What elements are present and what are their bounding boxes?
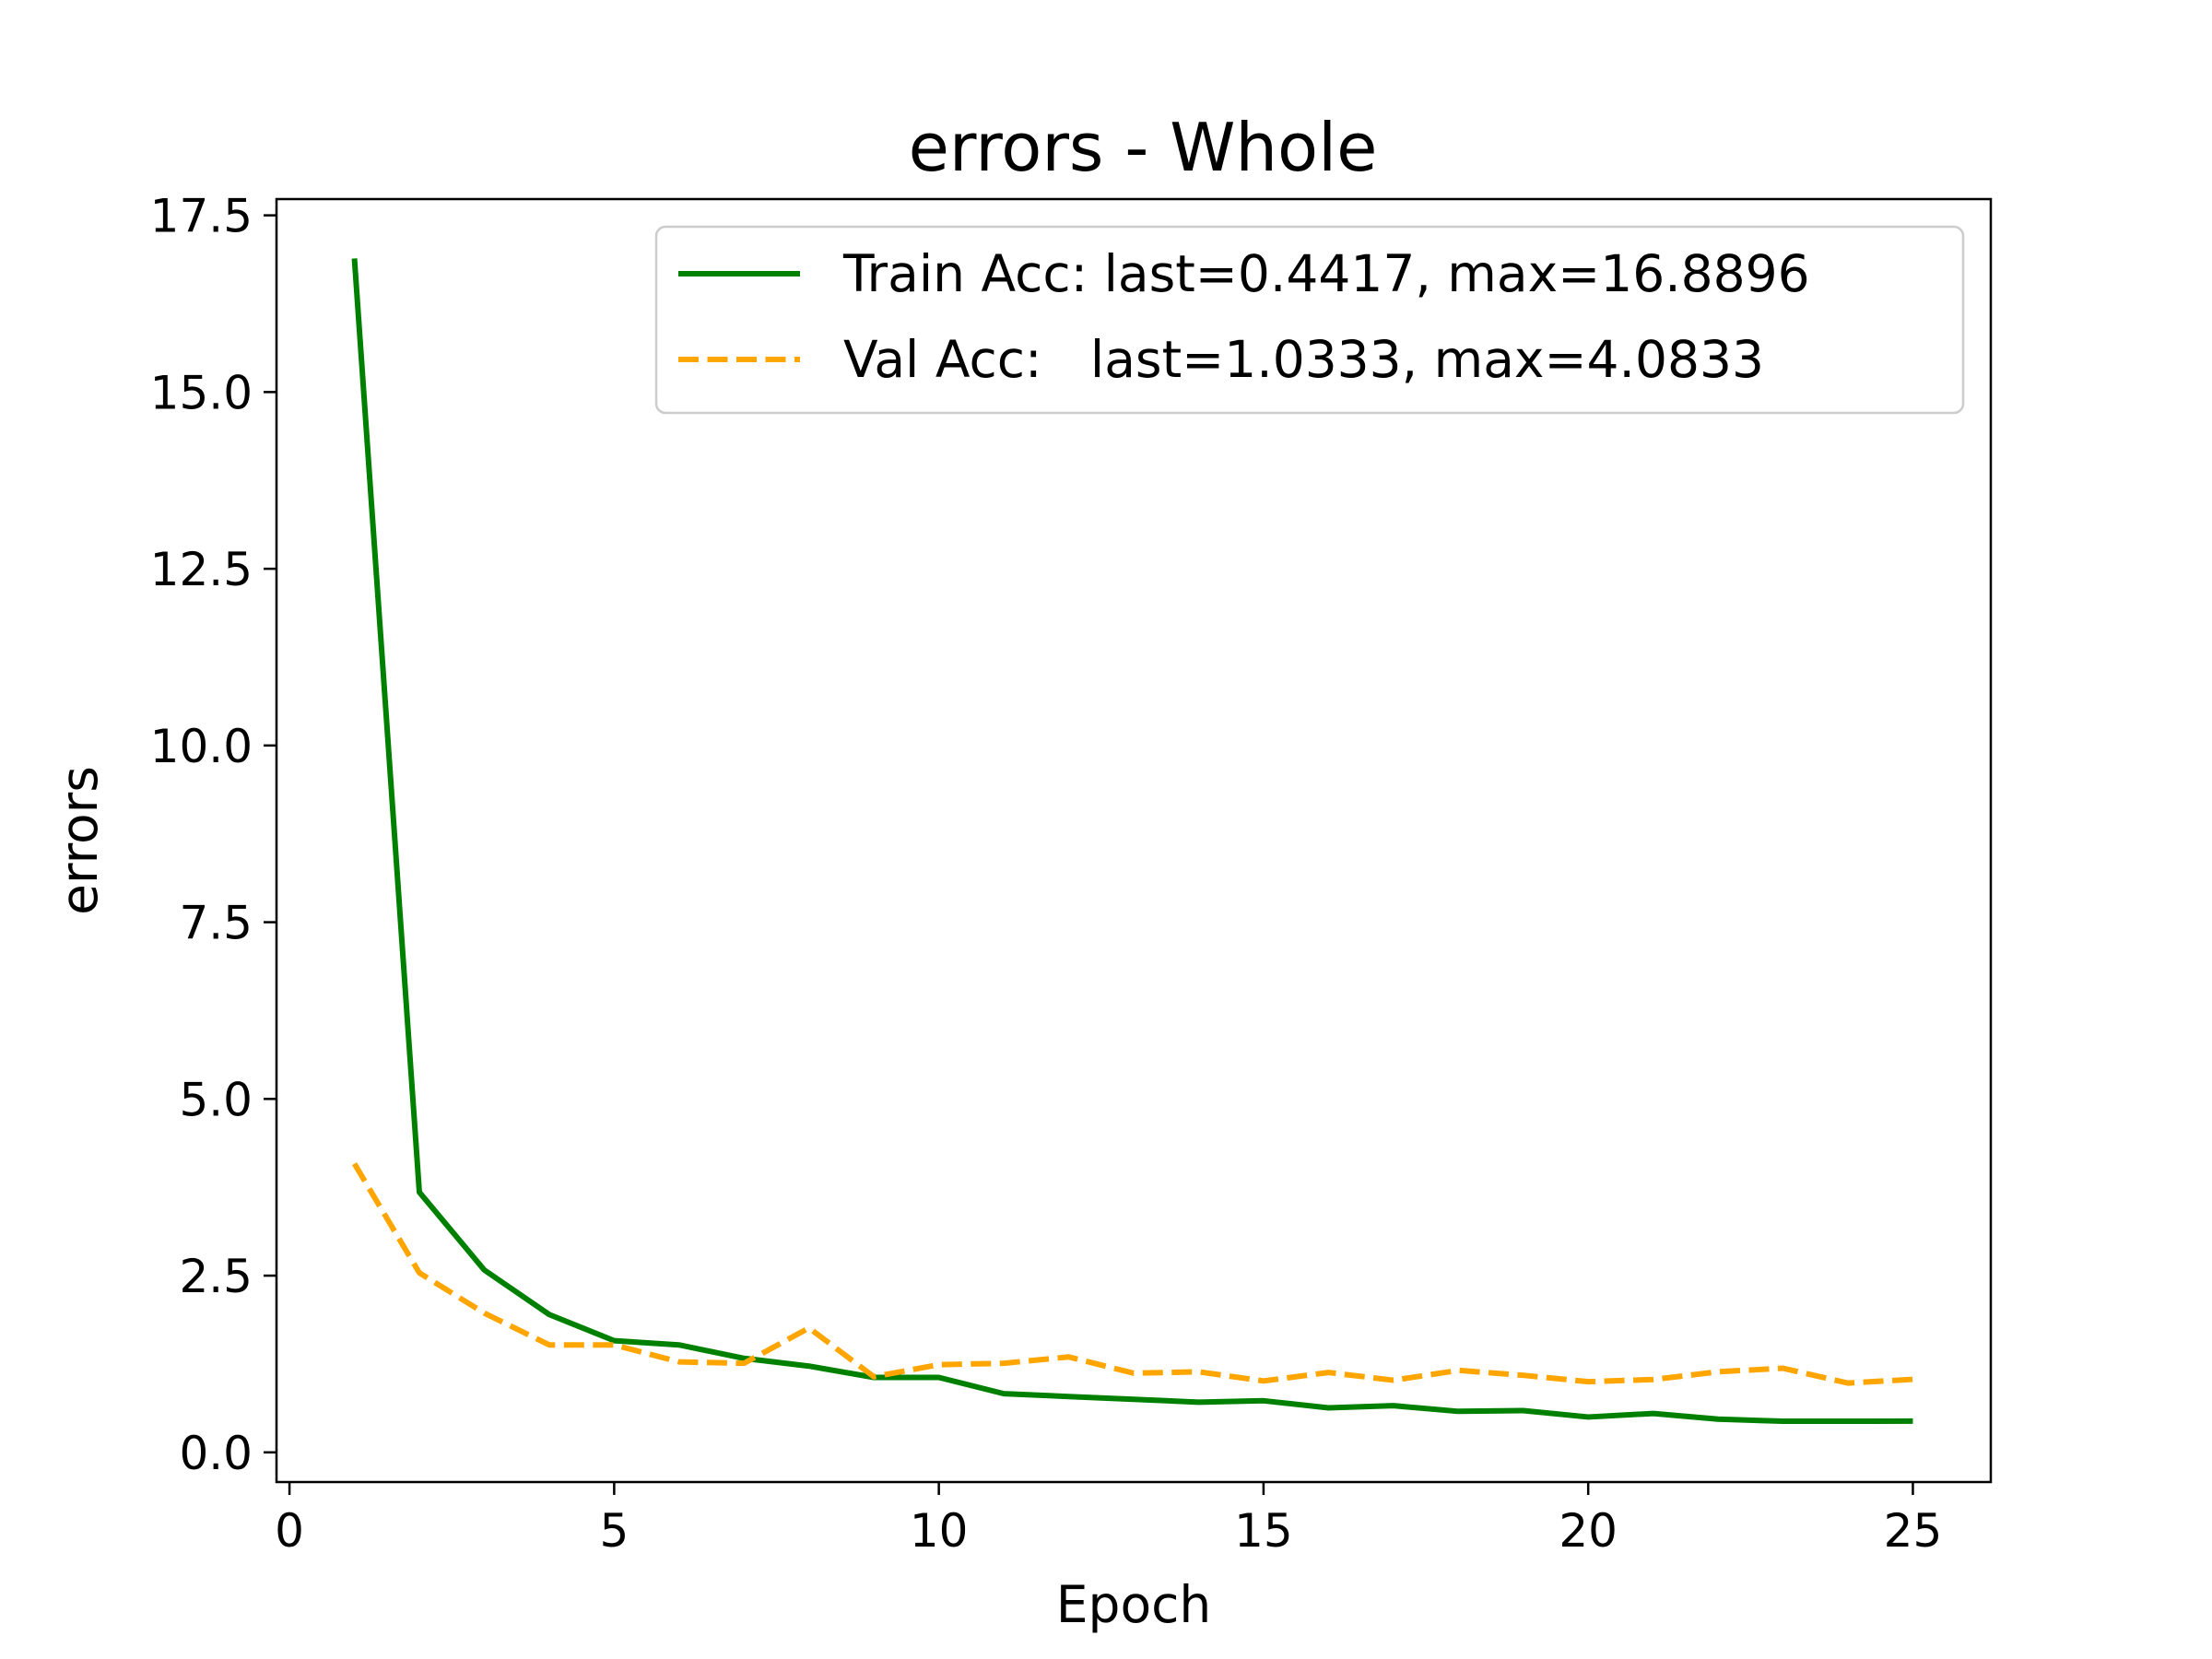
series-layer [351,258,1913,1425]
x-axis: 0 5 10 15 20 25 [275,1482,1942,1558]
y-tick-label: 12.5 [150,543,253,596]
x-tick-label: 25 [1884,1504,1943,1558]
legend-train-label: Train Acc: last=0.4417, max=16.8896 [842,244,1810,303]
axes-frame [275,197,1993,1484]
legend-val-label: Val Acc: last=1.0333, max=4.0833 [843,330,1764,389]
y-tick-label: 10.0 [150,720,253,773]
y-axis-label: errors [50,766,109,915]
x-tick-label: 10 [910,1504,969,1558]
legend: Train Acc: last=0.4417, max=16.8896 Val … [654,225,1965,415]
x-tick-label: 20 [1559,1504,1618,1558]
val-acc-line [351,1162,1913,1386]
x-tick-label: 15 [1234,1504,1293,1558]
y-tick-label: 0.0 [179,1427,253,1480]
y-tick-label: 5.0 [179,1073,253,1126]
x-tick-label: 0 [275,1504,304,1558]
y-axis: 0.0 2.5 5.0 7.5 10.0 12.5 15.0 17.5 [150,190,276,1480]
x-tick-label: 5 [599,1504,629,1558]
y-tick-label: 7.5 [179,897,253,950]
train-acc-line [351,258,1913,1425]
plot-area [275,197,1993,1484]
y-tick-label: 2.5 [179,1250,253,1303]
legend-box [654,225,1965,415]
y-tick-label: 17.5 [150,190,253,243]
chart-title: errors - Whole [909,109,1378,186]
x-axis-label: Epoch [1056,1575,1211,1634]
y-tick-label: 15.0 [150,366,253,419]
